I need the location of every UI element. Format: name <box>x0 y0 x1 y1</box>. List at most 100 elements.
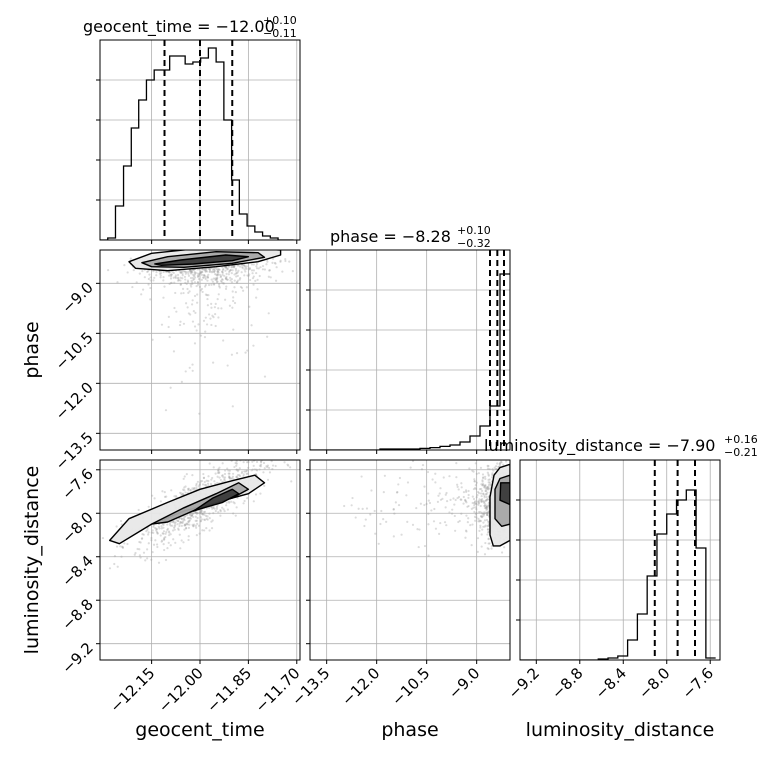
scatter-luminosity-distance-vs-geocent-time-point <box>244 470 247 473</box>
scatter-luminosity-distance-vs-geocent-time-point <box>147 505 150 508</box>
scatter-phase-vs-geocent-time-point <box>248 267 252 271</box>
scatter-phase-vs-geocent-time-point <box>200 278 203 281</box>
scatter-luminosity-distance-vs-geocent-time-point <box>181 520 185 523</box>
scatter-phase-vs-geocent-time-point <box>219 275 223 278</box>
scatter-luminosity-distance-vs-geocent-time-point <box>145 530 148 533</box>
scatter-luminosity-distance-vs-geocent-time-point <box>136 547 139 551</box>
scatter-luminosity-distance-vs-phase-point <box>427 492 430 495</box>
scatter-luminosity-distance-vs-geocent-time-point <box>158 527 161 530</box>
scatter-phase-vs-geocent-time-point <box>204 268 207 271</box>
scatter-luminosity-distance-vs-geocent-time-point <box>212 466 215 469</box>
scatter-luminosity-distance-vs-geocent-time-point <box>219 509 222 512</box>
scatter-phase-vs-geocent-time-point <box>201 268 204 271</box>
scatter-luminosity-distance-vs-geocent-time-point <box>266 464 269 467</box>
scatter-phase-vs-geocent-time-point <box>274 262 277 265</box>
scatter-phase-vs-geocent-time-point <box>216 273 220 276</box>
scatter-luminosity-distance-vs-geocent-time-point <box>203 480 206 484</box>
scatter-phase-vs-geocent-time-point <box>258 274 261 278</box>
scatter-luminosity-distance-vs-geocent-time-point <box>268 471 272 474</box>
scatter-luminosity-distance-vs-geocent-time-point <box>189 517 193 520</box>
scatter-luminosity-distance-vs-phase-point <box>484 475 487 478</box>
scatter-luminosity-distance-vs-phase-point <box>392 507 395 511</box>
scatter-luminosity-distance-vs-geocent-time-point <box>178 517 181 520</box>
scatter-phase-vs-geocent-time-point <box>170 273 173 276</box>
scatter-luminosity-distance-vs-phase-point <box>487 530 490 534</box>
scatter-luminosity-distance-vs-phase-point <box>397 483 400 486</box>
scatter-phase-vs-geocent-time-point <box>180 292 183 295</box>
scatter-luminosity-distance-vs-phase-point <box>398 476 402 480</box>
scatter-luminosity-distance-vs-geocent-time-point <box>261 457 263 459</box>
scatter-phase-vs-geocent-time-point <box>152 279 155 282</box>
scatter-luminosity-distance-vs-phase-point <box>490 545 493 548</box>
scatter-luminosity-distance-vs-geocent-time-point <box>146 528 149 531</box>
scatter-luminosity-distance-vs-geocent-time-point <box>187 520 190 523</box>
scatter-luminosity-distance-vs-geocent-time-point <box>202 472 205 476</box>
scatter-luminosity-distance-vs-geocent-time-point <box>236 470 239 473</box>
scatter-phase-vs-geocent-time-point <box>252 269 255 272</box>
scatter-luminosity-distance-vs-phase-point <box>455 462 458 465</box>
scatter-luminosity-distance-vs-geocent-time-point <box>268 466 271 470</box>
hist-geocent-time-frame <box>99 39 301 241</box>
scatter-phase-vs-geocent-time-point <box>229 268 232 272</box>
scatter-luminosity-distance-vs-geocent-time-xtick-label: −11.85 <box>203 664 255 716</box>
scatter-luminosity-distance-vs-geocent-time-point <box>180 518 183 521</box>
scatter-luminosity-distance-vs-geocent-time-point <box>221 474 224 477</box>
scatter-luminosity-distance-vs-geocent-time-point <box>165 495 168 498</box>
scatter-luminosity-distance-vs-phase-point <box>491 467 494 471</box>
scatter-phase-vs-geocent-time-point <box>213 306 216 309</box>
scatter-luminosity-distance-vs-phase-point <box>484 503 487 506</box>
scatter-luminosity-distance-vs-geocent-time-point <box>169 524 172 527</box>
scatter-phase-vs-geocent-time-point <box>212 268 216 271</box>
scatter-phase-vs-geocent-time-point <box>149 286 152 290</box>
scatter-phase-vs-geocent-time-point <box>191 276 194 280</box>
scatter-phase-vs-geocent-time-plot <box>106 250 294 415</box>
scatter-phase-vs-geocent-time-point <box>196 275 200 279</box>
scatter-luminosity-distance-vs-phase-point <box>483 511 486 514</box>
scatter-phase-vs-geocent-time-frame <box>99 249 301 451</box>
scatter-phase-vs-geocent-time-point <box>131 285 134 289</box>
scatter-phase-vs-geocent-time-point <box>279 260 282 263</box>
scatter-luminosity-distance-vs-geocent-time-point <box>203 483 206 486</box>
scatter-phase-vs-geocent-time-point <box>222 339 225 342</box>
scatter-luminosity-distance-vs-geocent-time-point <box>200 509 203 512</box>
scatter-luminosity-distance-vs-phase-point <box>485 505 488 509</box>
scatter-phase-vs-geocent-time-point <box>217 271 220 274</box>
scatter-phase-vs-geocent-time-point <box>204 270 207 273</box>
scatter-phase-vs-geocent-time-point <box>204 293 208 296</box>
scatter-phase-vs-geocent-time-point <box>173 306 176 310</box>
scatter-phase-vs-geocent-time-point <box>204 276 207 279</box>
scatter-luminosity-distance-vs-geocent-time-point <box>199 516 202 519</box>
scatter-phase-vs-geocent-time-point <box>186 287 189 291</box>
scatter-luminosity-distance-vs-phase-point <box>483 494 486 497</box>
scatter-luminosity-distance-vs-phase-point <box>485 505 488 508</box>
scatter-phase-vs-geocent-time-point <box>263 268 267 271</box>
scatter-luminosity-distance-vs-geocent-time-point <box>174 494 178 498</box>
scatter-phase-vs-geocent-time-point <box>222 282 225 285</box>
scatter-luminosity-distance-vs-phase-point <box>360 475 363 478</box>
scatter-luminosity-distance-vs-geocent-time-point <box>227 500 230 503</box>
scatter-luminosity-distance-vs-phase-point <box>482 501 486 504</box>
scatter-luminosity-distance-vs-geocent-time-point <box>242 461 245 464</box>
scatter-luminosity-distance-vs-geocent-time-point <box>198 512 201 515</box>
scatter-luminosity-distance-vs-geocent-time-point <box>198 511 202 514</box>
scatter-luminosity-distance-vs-geocent-time-point <box>161 532 164 535</box>
scatter-phase-vs-geocent-time-point <box>170 281 173 284</box>
scatter-phase-vs-geocent-time-point <box>201 290 204 294</box>
scatter-luminosity-distance-vs-geocent-time-point <box>184 523 187 527</box>
scatter-phase-vs-geocent-time-point <box>196 274 200 277</box>
scatter-luminosity-distance-vs-geocent-time-point <box>90 533 92 535</box>
scatter-luminosity-distance-vs-phase-point <box>365 507 369 510</box>
scatter-luminosity-distance-vs-geocent-time-point <box>108 567 112 570</box>
scatter-luminosity-distance-vs-phase-point <box>476 537 480 540</box>
scatter-luminosity-distance-vs-geocent-time-contour <box>192 488 240 512</box>
scatter-luminosity-distance-vs-geocent-time-point <box>241 470 244 473</box>
scatter-luminosity-distance-vs-geocent-time-point <box>172 521 175 524</box>
scatter-luminosity-distance-vs-phase-point <box>427 523 430 526</box>
scatter-luminosity-distance-vs-geocent-time-point <box>212 505 215 508</box>
scatter-phase-vs-geocent-time-point <box>198 412 201 415</box>
scatter-phase-vs-geocent-time-point <box>192 278 195 282</box>
scatter-phase-vs-geocent-time-point <box>214 278 217 282</box>
scatter-luminosity-distance-vs-geocent-time-point <box>162 530 166 533</box>
scatter-luminosity-distance-vs-phase-point <box>487 504 490 507</box>
scatter-phase-vs-geocent-time-point <box>147 277 150 281</box>
